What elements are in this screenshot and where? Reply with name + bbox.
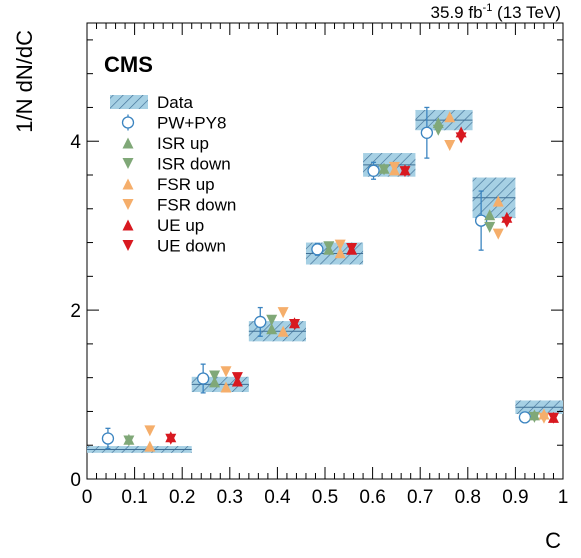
- marker-pw-py8: [311, 243, 324, 256]
- x-tick-label: 1: [558, 487, 569, 508]
- legend-data-swatch-hatch: [110, 95, 148, 109]
- marker-fsr-up: [444, 111, 456, 123]
- marker-fsr-down: [220, 366, 232, 378]
- legend-marker-isr-up: [122, 137, 134, 149]
- marker-fsr-down: [144, 425, 156, 437]
- x-tick-label: 0.6: [359, 487, 385, 508]
- marker-pw-py8: [367, 164, 380, 177]
- marker-isr-down: [323, 241, 335, 253]
- marker-ue-down: [399, 166, 411, 178]
- legend-label-ue-down: UE down: [157, 237, 226, 256]
- legend-label-fsr-down: FSR down: [157, 196, 236, 215]
- legend-marker-pw-py8: [121, 116, 135, 129]
- marker-fsr-down: [277, 307, 289, 319]
- marker-fsr-up: [492, 195, 504, 207]
- y-tick-label: 2: [70, 301, 81, 322]
- legend-marker-ue-up: [122, 219, 134, 231]
- marker-fsr-down: [492, 228, 504, 240]
- legend-label-isr-down: ISR down: [157, 155, 231, 174]
- marker-fsr-up: [334, 247, 346, 259]
- x-tick-label: 0.5: [312, 487, 338, 508]
- y-tick-label: 0: [70, 470, 81, 491]
- marker-isr-up: [484, 209, 496, 221]
- legend-label-fsr-up: FSR up: [157, 175, 215, 194]
- y-tick-label: 4: [70, 132, 81, 153]
- x-tick-label: 0.1: [121, 487, 147, 508]
- axes: 0 0.1 0.2 0.3 0.4 0.5 0.6 0.7 0.8 0.9 1 0 2 4: [70, 23, 568, 508]
- marker-isr-up: [209, 376, 221, 388]
- marker-isr-down: [378, 164, 390, 176]
- legend-label-pw-py8: PW+PY8: [157, 114, 226, 133]
- x-tick-label: 0.8: [455, 487, 481, 508]
- marker-pw-py8: [254, 315, 267, 329]
- marker-ue-down: [289, 318, 301, 330]
- marker-isr-down: [266, 314, 278, 326]
- legend-marker-fsr-down: [122, 199, 134, 210]
- marker-fsr-down: [444, 139, 456, 151]
- marker-pw-py8: [518, 411, 532, 424]
- data-markers: [101, 106, 559, 452]
- marker-fsr-up: [144, 440, 156, 452]
- marker-pw-py8: [474, 214, 488, 227]
- x-tick-label: 0: [82, 487, 93, 508]
- lumi-label: 35.9 fb-1 (13 TeV): [431, 2, 561, 22]
- legend-label-ue-up: UE up: [157, 216, 204, 235]
- marker-fsr-up: [277, 325, 289, 337]
- marker-isr-down: [484, 221, 496, 233]
- x-axis-title: C: [545, 528, 561, 553]
- marker-pw-py8: [101, 432, 115, 445]
- marker-isr-up: [266, 323, 278, 335]
- x-tick-label: 0.2: [169, 487, 195, 508]
- marker-fsr-up: [220, 381, 232, 393]
- legend-marker-ue-down: [122, 240, 134, 251]
- legend-marker-isr-down: [122, 158, 134, 169]
- marker-ue-down: [346, 242, 358, 254]
- marker-isr-down: [209, 370, 221, 382]
- legend-label-data: Data: [157, 93, 193, 112]
- marker-pw-py8: [196, 372, 210, 385]
- x-tick-label: 0.4: [264, 487, 291, 508]
- marker-pw-py8: [420, 126, 434, 139]
- experiment-label: CMS: [104, 52, 153, 77]
- marker-fsr-down: [538, 412, 550, 424]
- marker-ue-down: [231, 372, 243, 384]
- y-axis-title: 1/N dN/dC: [12, 30, 37, 133]
- marker-fsr-down: [334, 239, 346, 251]
- marker-ue-down: [547, 412, 559, 424]
- marker-isr-down: [528, 411, 540, 423]
- x-tick-label: 0.9: [502, 487, 528, 508]
- marker-isr-down: [432, 124, 444, 136]
- marker-ue-down: [165, 433, 177, 445]
- x-tick-label: 0.7: [407, 487, 433, 508]
- marker-fsr-down: [388, 161, 400, 173]
- legend-label-isr-up: ISR up: [157, 134, 209, 153]
- x-tick-label: 0.3: [217, 487, 243, 508]
- marker-isr-down: [123, 435, 135, 447]
- marker-ue-down: [455, 132, 467, 144]
- marker-ue-down: [501, 216, 513, 228]
- legend-marker-fsr-up: [122, 178, 134, 190]
